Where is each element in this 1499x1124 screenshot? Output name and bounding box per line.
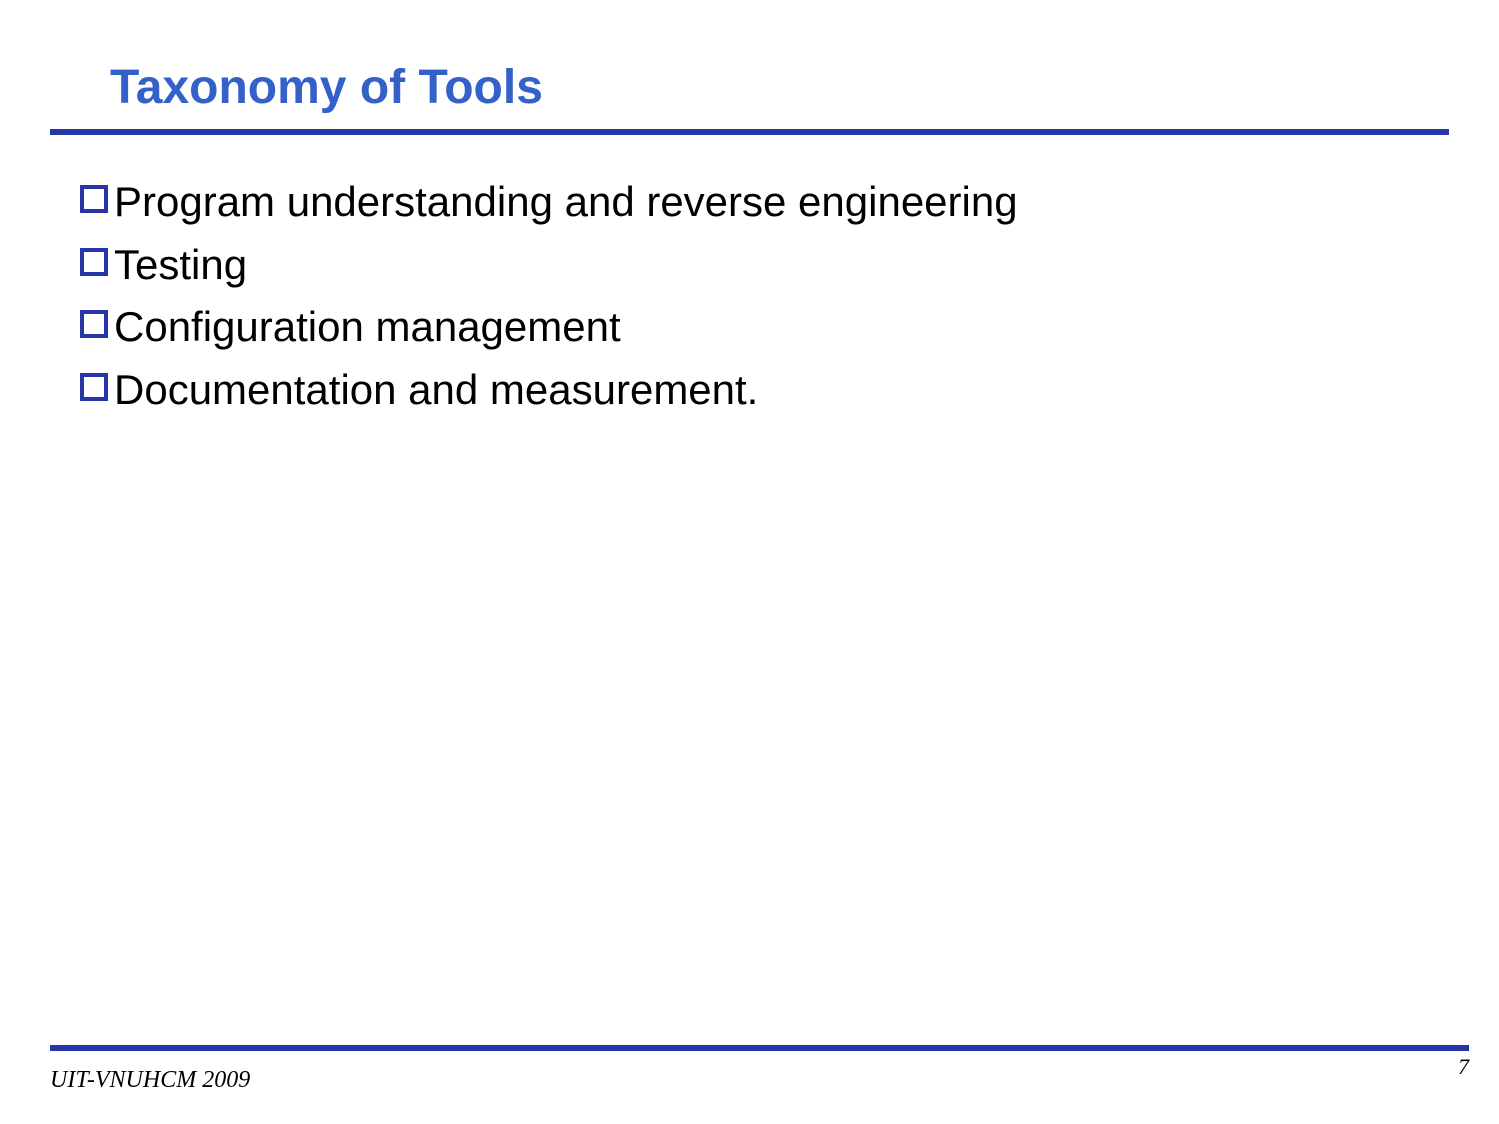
bullet-text: Configuration management: [114, 300, 621, 355]
slide-footer: UIT-VNUHCM 2009: [50, 1045, 1469, 1094]
footer-text: UIT-VNUHCM 2009: [50, 1067, 250, 1093]
bullet-item: Testing: [80, 238, 1449, 293]
bullet-text: Documentation and measurement.: [114, 363, 758, 418]
page-number: 7: [1458, 1054, 1469, 1080]
square-bullet-icon: [80, 185, 108, 213]
slide-title: Taxonomy of Tools: [110, 60, 1449, 115]
bullet-item: Configuration management: [80, 300, 1449, 355]
bullet-item: Documentation and measurement.: [80, 363, 1449, 418]
footer-divider: [50, 1045, 1469, 1051]
slide-container: Taxonomy of Tools Program understanding …: [0, 0, 1499, 1124]
bullet-item: Program understanding and reverse engine…: [80, 175, 1449, 230]
title-divider: [50, 129, 1449, 135]
bullet-text: Testing: [114, 238, 247, 293]
square-bullet-icon: [80, 248, 108, 276]
slide-content: Program understanding and reverse engine…: [80, 175, 1449, 417]
square-bullet-icon: [80, 373, 108, 401]
square-bullet-icon: [80, 310, 108, 338]
bullet-text: Program understanding and reverse engine…: [114, 175, 1018, 230]
